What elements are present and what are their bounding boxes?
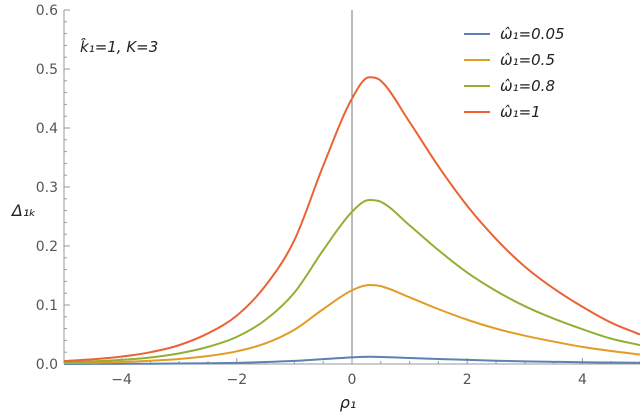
series-lines bbox=[63, 76, 640, 365]
parameter-annotation: k̂₁=1, K=3 bbox=[80, 37, 158, 56]
y-tick-label: 0.3 bbox=[36, 180, 58, 196]
x-tick-label: 2 bbox=[463, 372, 472, 388]
y-axis-ticks: 0.0 0.1 0.2 0.3 0.4 0.5 0.6 bbox=[36, 3, 70, 373]
series-line-1 bbox=[63, 355, 640, 365]
y-tick-label: 0.4 bbox=[36, 121, 58, 137]
y-axis-label: Δ₁ₖ bbox=[10, 201, 36, 220]
x-tick-label: 0 bbox=[348, 372, 357, 388]
series-line-2 bbox=[63, 283, 640, 365]
y-tick-label: 0.1 bbox=[36, 298, 58, 314]
y-tick-label: 0.0 bbox=[36, 357, 58, 373]
legend-label: ω̂₁=0.8 bbox=[500, 77, 555, 95]
x-tick-label: −4 bbox=[111, 372, 132, 388]
y-tick-label: 0.2 bbox=[36, 239, 58, 255]
legend-label: ω̂₁=0.5 bbox=[500, 51, 555, 69]
y-tick-label: 0.5 bbox=[36, 62, 58, 78]
x-tick-label: −2 bbox=[226, 372, 247, 388]
legend-label: ω̂₁=1 bbox=[500, 103, 541, 121]
series-line-4 bbox=[63, 76, 640, 363]
x-tick-label: 4 bbox=[578, 372, 587, 388]
legend-label: ω̂₁=0.05 bbox=[500, 25, 565, 43]
x-axis-label: ρ₁ bbox=[340, 393, 357, 412]
x-axis-ticks: −4 −2 0 2 4 bbox=[63, 358, 640, 388]
y-tick-label: 0.6 bbox=[36, 3, 58, 19]
series-line-3 bbox=[63, 198, 640, 364]
legend: ω̂₁=0.05 ω̂₁=0.5 ω̂₁=0.8 ω̂₁=1 bbox=[464, 25, 565, 121]
